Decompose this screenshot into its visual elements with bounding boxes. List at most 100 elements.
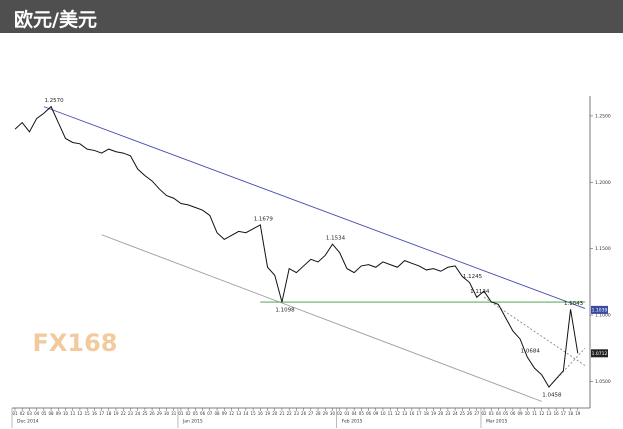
price-marker <box>591 305 608 314</box>
x-tick-label: 14 <box>243 411 249 416</box>
x-tick-label: 02 <box>481 411 487 416</box>
x-tick-label: 30 <box>330 411 336 416</box>
price-marker <box>591 349 608 358</box>
x-tick-label: 21 <box>279 411 285 416</box>
x-tick-label: 10 <box>525 411 531 416</box>
x-tick-label: 23 <box>294 411 300 416</box>
x-tick-label: 09 <box>518 411 524 416</box>
y-tick-label: 1.2500 <box>595 113 611 119</box>
x-tick-label: 15 <box>85 411 91 416</box>
x-tick-label: 08 <box>49 411 55 416</box>
x-tick-label: 19 <box>431 411 437 416</box>
x-tick-label: 23 <box>445 411 451 416</box>
x-tick-label: 13 <box>546 411 552 416</box>
annotation: 1.1043 <box>564 301 584 307</box>
x-tick-label: 01 <box>178 411 184 416</box>
x-tick-label: 18 <box>106 411 112 416</box>
y-tick-label: 1.1000 <box>595 313 611 319</box>
annotation: 1.0684 <box>521 349 541 355</box>
title-bar: 欧元/美元 <box>0 0 623 33</box>
x-tick-label: 27 <box>474 411 480 416</box>
x-group-label: Dec 2014 <box>17 419 39 425</box>
y-tick-label: 1.1500 <box>595 246 611 252</box>
price-line <box>14 105 579 388</box>
x-tick-label: 16 <box>409 411 415 416</box>
x-tick-label: 05 <box>193 411 199 416</box>
x-tick-label: 12 <box>539 411 545 416</box>
x-tick-label: 16 <box>554 411 560 416</box>
x-tick-label: 07 <box>207 411 213 416</box>
x-tick-label: 24 <box>135 411 141 416</box>
x-tick-label: 15 <box>251 411 257 416</box>
x-tick-label: 28 <box>315 411 321 416</box>
x-tick-label: 26 <box>467 411 473 416</box>
x-tick-label: 12 <box>395 411 401 416</box>
price-marker-label: 1.0712 <box>592 351 608 357</box>
x-tick-label: 24 <box>453 411 459 416</box>
x-tick-label: 06 <box>510 411 516 416</box>
x-tick-label: 05 <box>41 411 47 416</box>
trend-line <box>101 234 542 402</box>
x-tick-label: 16 <box>258 411 264 416</box>
x-tick-label: 03 <box>489 411 495 416</box>
x-tick-label: 03 <box>27 411 33 416</box>
x-tick-label: 18 <box>424 411 430 416</box>
watermark: FX168 <box>33 329 118 357</box>
x-tick-label: 25 <box>142 411 148 416</box>
trend-line <box>43 106 586 309</box>
x-tick-label: 01 <box>12 411 18 416</box>
x-tick-label: 23 <box>128 411 134 416</box>
x-tick-label: 17 <box>99 411 105 416</box>
x-tick-label: 19 <box>265 411 271 416</box>
annotation: 1.0458 <box>542 393 562 399</box>
x-tick-label: 19 <box>575 411 581 416</box>
x-tick-label: 22 <box>121 411 127 416</box>
x-tick-label: 04 <box>496 411 502 416</box>
x-tick-label: 10 <box>380 411 386 416</box>
x-tick-label: 08 <box>214 411 220 416</box>
x-tick-label: 11 <box>532 411 538 416</box>
title: 欧元/美元 <box>14 9 97 31</box>
x-tick-label: 22 <box>287 411 293 416</box>
x-tick-label: 29 <box>323 411 329 416</box>
annotation: 1.1534 <box>326 236 346 242</box>
x-tick-label: 04 <box>34 411 40 416</box>
x-tick-label: 20 <box>272 411 278 416</box>
x-tick-label: 17 <box>417 411 423 416</box>
x-tick-label: 11 <box>388 411 394 416</box>
y-tick-label: 1.2000 <box>595 180 611 186</box>
x-tick-label: 12 <box>229 411 235 416</box>
x-tick-label: 26 <box>301 411 307 416</box>
x-tick-label: 10 <box>63 411 69 416</box>
x-tick-label: 16 <box>92 411 98 416</box>
x-tick-label: 31 <box>171 411 177 416</box>
x-tick-label: 26 <box>150 411 156 416</box>
annotation: 1.1245 <box>463 274 483 280</box>
x-tick-label: 29 <box>157 411 163 416</box>
x-group-label: Jan 2015 <box>182 419 203 425</box>
x-tick-label: 11 <box>70 411 76 416</box>
x-tick-label: 27 <box>308 411 314 416</box>
x-group-label: Mar 2015 <box>486 419 508 425</box>
annotation: 1.2570 <box>44 98 64 104</box>
trend-line <box>483 296 586 366</box>
x-tick-label: 13 <box>236 411 242 416</box>
x-tick-label: 09 <box>222 411 228 416</box>
x-tick-label: 17 <box>561 411 567 416</box>
x-tick-label: 05 <box>359 411 365 416</box>
x-tick-label: 18 <box>568 411 574 416</box>
x-tick-label: 25 <box>460 411 466 416</box>
x-tick-label: 02 <box>186 411 192 416</box>
x-tick-label: 02 <box>20 411 26 416</box>
annotation: 1.1679 <box>254 216 274 222</box>
x-tick-label: 04 <box>352 411 358 416</box>
x-tick-label: 12 <box>77 411 83 416</box>
x-tick-label: 13 <box>402 411 408 416</box>
x-tick-label: 20 <box>438 411 444 416</box>
x-tick-label: 09 <box>56 411 62 416</box>
x-tick-label: 09 <box>373 411 379 416</box>
x-tick-label: 30 <box>164 411 170 416</box>
x-tick-label: 06 <box>200 411 206 416</box>
